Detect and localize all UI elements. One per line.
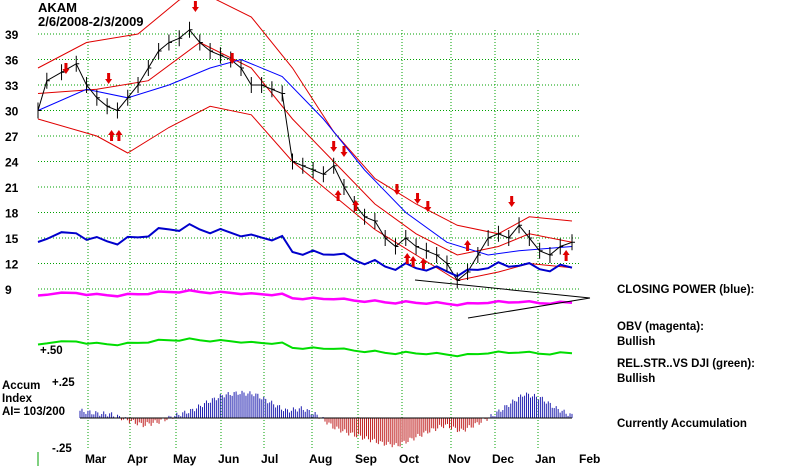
sell-arrow (62, 63, 70, 74)
buy-arrow (409, 256, 417, 267)
buy-arrow (334, 190, 342, 201)
chart-date-range: 2/6/2008-2/3/2009 (38, 14, 144, 29)
buy-arrow (419, 258, 427, 269)
price-tick-label: 39 (5, 28, 19, 42)
price-tick-label: 18 (5, 207, 19, 221)
indicator-lines (37, 0, 591, 358)
price-tick-label: 30 (5, 105, 19, 119)
sell-arrow (228, 53, 236, 64)
month-label: Jan (535, 452, 556, 466)
sell-arrow (393, 184, 401, 195)
month-label: May (173, 452, 197, 466)
buy-arrow (108, 130, 116, 141)
obv-status: Bullish (617, 336, 656, 348)
sell-arrow (191, 1, 199, 12)
month-label: Mar (85, 452, 107, 466)
month-label: Sep (355, 452, 377, 466)
price-tick-label: 9 (5, 283, 12, 297)
price-tick-label: 12 (5, 258, 19, 272)
accum-tick-bottom: -.25 (52, 443, 72, 455)
price-tick-label: 27 (5, 130, 19, 144)
accum-title-line1: Accum (2, 380, 41, 392)
accum-title-line2: Index (2, 393, 33, 405)
month-label: Dec (492, 452, 514, 466)
month-label: Nov (448, 452, 471, 466)
accum-tick-top: +.25 (52, 377, 75, 389)
accumulation-status: Currently Accumulation (617, 418, 747, 430)
sell-arrow (330, 141, 338, 152)
buy-arrow (403, 253, 411, 264)
price-tick-label: 33 (5, 79, 19, 93)
relstr-status: Bullish (617, 373, 656, 385)
month-label: Apr (127, 452, 148, 466)
accum-index-histogram (79, 390, 573, 448)
price-axis-ticks: 9 12 15 18 21 24 27 30 33 36 39 (5, 28, 19, 297)
support-trendline (467, 297, 591, 319)
lower-band-line (37, 105, 573, 282)
accum-ai-value: AI= 103/200 (2, 406, 65, 418)
price-close-line (37, 29, 573, 282)
upper-band-line (37, 0, 573, 235)
price-tick-label: 36 (5, 54, 19, 68)
sell-arrow (340, 146, 348, 157)
buy-arrow (115, 130, 123, 141)
month-label: Feb (579, 452, 600, 466)
month-label: Aug (309, 452, 332, 466)
buy-arrow (464, 240, 472, 251)
chart-title: AKAM (38, 0, 77, 15)
obv-line (37, 289, 573, 307)
price-bars (37, 21, 575, 289)
month-label: Jun (218, 452, 239, 466)
month-label: Oct (399, 452, 419, 466)
month-label: Jul (261, 452, 278, 466)
obv-legend: OBV (magenta): (617, 321, 704, 333)
moving-average-line (37, 58, 573, 256)
relstr-legend: REL.STR..VS DJI (green): (617, 358, 756, 370)
middle-band-line (37, 41, 573, 256)
sell-arrow (508, 196, 516, 207)
sell-arrow (105, 73, 113, 84)
relstr-tick: +.50 (40, 345, 63, 357)
price-tick-label: 15 (5, 232, 19, 246)
resistance-trendline (414, 279, 591, 299)
price-tick-label: 24 (5, 156, 19, 170)
price-tick-label: 21 (5, 181, 19, 195)
month-axis-labels: Mar Apr May Jun Jul Aug Sep Oct Nov Dec Jan Feb (85, 452, 600, 466)
buy-arrow (562, 250, 570, 261)
closing-power-legend: CLOSING POWER (blue): (617, 284, 755, 296)
closing-power-line (37, 222, 573, 278)
signal-arrows (62, 1, 570, 269)
sell-arrow (424, 201, 432, 212)
relstr-line (37, 337, 573, 358)
sell-arrow (414, 193, 422, 204)
buy-arrow (352, 200, 360, 211)
